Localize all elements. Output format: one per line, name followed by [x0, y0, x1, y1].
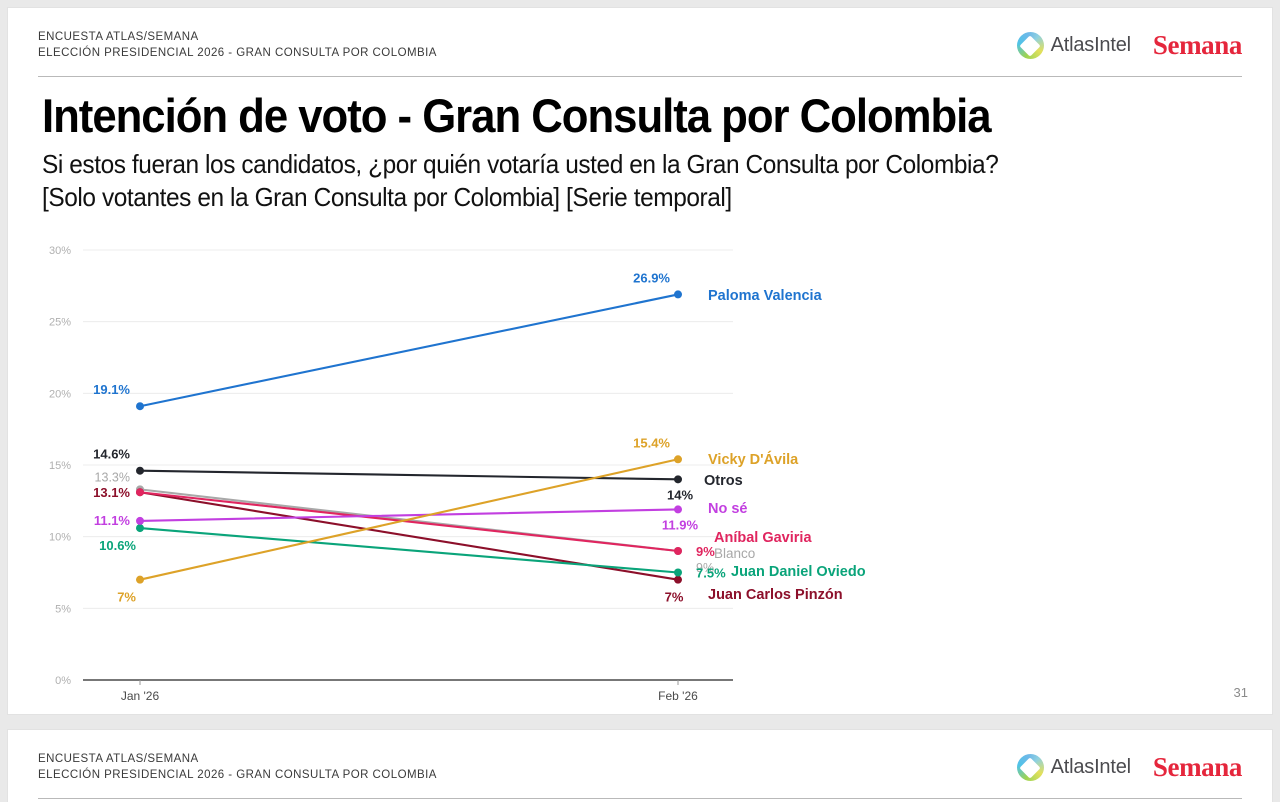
- data-point-marker: [136, 466, 144, 475]
- legend-label-otros: Otros: [704, 473, 743, 489]
- series-line: [138, 491, 680, 553]
- next-slide-header: ENCUESTA ATLAS/SEMANA ELECCIÓN PRESIDENC…: [38, 752, 1242, 784]
- atlasintel-wordmark-light: Atlas: [1050, 34, 1095, 56]
- series-line: [138, 458, 680, 581]
- chart-area: 0% 5% 10% 15% 20% 25% 30% Jan '26 Feb '26 19.1% 26…: [8, 230, 1272, 700]
- value-label-start: 13.1%: [93, 485, 130, 500]
- legend-label-paloma-valencia: Paloma Valencia: [708, 288, 823, 304]
- data-point-marker: [674, 568, 682, 577]
- series-vicky-d-vila: [136, 455, 682, 584]
- value-label-end: 11.9%: [662, 517, 699, 532]
- slide-header: ENCUESTA ATLAS/SEMANA ELECCIÓN PRESIDENC…: [38, 30, 1242, 62]
- series-otros: [136, 466, 682, 484]
- next-semana-logo: Semana: [1152, 752, 1243, 782]
- data-point-marker: [136, 524, 144, 533]
- value-label-start: 19.1%: [93, 382, 130, 397]
- value-label-start: 10.6%: [99, 538, 136, 553]
- data-point-marker: [674, 290, 682, 299]
- series-no-s-: [136, 505, 682, 525]
- line-chart: 0% 5% 10% 15% 20% 25% 30% Jan '26 Feb '26 19.1% 26…: [49, 245, 866, 700]
- y-axis-tick-label: 10%: [49, 532, 71, 544]
- series-juan-carlos-pinz-n: [136, 488, 682, 584]
- series-juan-daniel-oviedo: [136, 524, 682, 577]
- next-header-divider: [38, 798, 1242, 799]
- title-block: Intención de voto - Gran Consulta por Co…: [42, 89, 1252, 213]
- y-axis-tick-label: 0%: [55, 675, 71, 687]
- semana-logo: Semana: [1152, 30, 1243, 60]
- x-axis-tick-label: Jan '26: [121, 689, 160, 700]
- value-label-end: 26.9%: [633, 270, 670, 285]
- value-label-start: 11.1%: [94, 513, 131, 528]
- legend-label-juan-daniel-oviedo: Juan Daniel Oviedo: [731, 564, 866, 580]
- y-axis-tick-label: 30%: [49, 245, 71, 257]
- data-point-marker: [674, 547, 682, 555]
- legend-label-no-s-: No sé: [708, 501, 748, 517]
- series-an-bal-gaviria: [136, 488, 682, 555]
- data-point-marker: [674, 455, 682, 464]
- value-label-end: 14%: [667, 487, 693, 502]
- x-axis-tick-label: Feb '26: [658, 689, 698, 700]
- brand-bar: AtlasIntel Semana: [1016, 30, 1243, 61]
- data-point-marker: [136, 402, 144, 411]
- legend-label-an-bal-gaviria: Aníbal Gaviria: [714, 530, 812, 546]
- legend-label-vicky-d-vila: Vicky D'Ávila: [708, 451, 799, 468]
- data-point-marker: [674, 505, 682, 514]
- slide-main: ENCUESTA ATLAS/SEMANA ELECCIÓN PRESIDENC…: [8, 8, 1272, 714]
- y-axis-tick-label: 5%: [55, 603, 71, 615]
- slide-next-partial: ENCUESTA ATLAS/SEMANA ELECCIÓN PRESIDENC…: [8, 730, 1272, 802]
- value-label-end: 9%: [696, 544, 715, 559]
- y-axis-tick-label: 15%: [49, 460, 71, 472]
- page-subtitle-line-1: Si estos fueran los candidatos, ¿por qui…: [42, 148, 999, 179]
- value-label-end: 7.5%: [696, 566, 726, 581]
- page-number: 31: [1233, 685, 1248, 700]
- next-atlasintel-wordmark-bold: Intel: [1094, 756, 1131, 778]
- y-axis-tick-label: 20%: [49, 388, 71, 400]
- next-header-survey-name: ENCUESTA ATLAS/SEMANA: [38, 753, 199, 765]
- data-point-marker: [674, 475, 682, 484]
- next-atlasintel-diamond-icon: [1016, 754, 1044, 781]
- next-atlasintel-wordmark: AtlasIntel: [1051, 756, 1131, 779]
- atlasintel-wordmark: AtlasIntel: [1051, 34, 1131, 57]
- data-point-marker: [674, 575, 682, 584]
- value-label-start: 7%: [117, 590, 136, 605]
- header-divider: [38, 76, 1242, 77]
- header-survey-name: ENCUESTA ATLAS/SEMANA: [38, 31, 199, 43]
- next-atlasintel-wordmark-light: Atlas: [1050, 756, 1095, 778]
- series-line: [138, 508, 680, 522]
- header-election-name: ELECCIÓN PRESIDENCIAL 2026 - GRAN CONSUL…: [38, 46, 437, 59]
- data-point-marker: [136, 488, 144, 497]
- value-label-end: 9%: [696, 561, 714, 575]
- value-label-end: 7%: [665, 590, 684, 605]
- data-point-marker: [136, 516, 144, 525]
- page-subtitle-line-2: [Solo votantes en la Gran Consulta por C…: [42, 181, 732, 212]
- page-title: Intención de voto - Gran Consulta por Co…: [42, 89, 992, 142]
- data-point-marker: [136, 575, 144, 584]
- series-paloma-valencia: [136, 290, 682, 411]
- value-label-start: 14.6%: [93, 447, 130, 462]
- series-line: [138, 469, 680, 481]
- value-label-start: 13.3%: [95, 470, 130, 484]
- series-line: [138, 527, 680, 574]
- atlasintel-logo: AtlasIntel: [1016, 32, 1131, 59]
- atlasintel-diamond-icon: [1016, 32, 1044, 59]
- legend-label-juan-carlos-pinz-n: Juan Carlos Pinzón: [708, 587, 843, 603]
- next-atlasintel-logo: AtlasIntel: [1016, 754, 1131, 781]
- next-header-election-name: ELECCIÓN PRESIDENCIAL 2026 - GRAN CONSUL…: [38, 768, 437, 781]
- series-line: [138, 293, 680, 408]
- legend-label-blanco: Blanco: [714, 546, 755, 561]
- value-label-end: 15.4%: [633, 435, 670, 450]
- next-brand-bar: AtlasIntel Semana: [1016, 752, 1243, 783]
- y-axis-tick-label: 25%: [49, 317, 71, 329]
- atlasintel-wordmark-bold: Intel: [1094, 34, 1131, 56]
